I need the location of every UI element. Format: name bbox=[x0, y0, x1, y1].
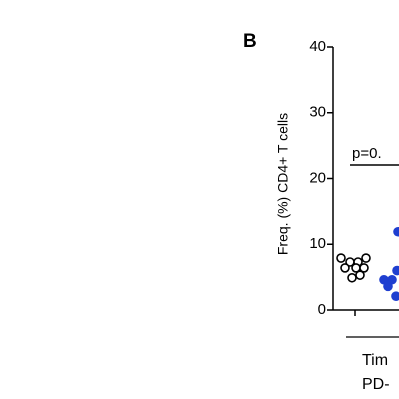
dot bbox=[355, 270, 365, 280]
y-axis-title: Freq. (%) CD4+ T cells bbox=[275, 113, 291, 255]
y-tick-label: 0 bbox=[318, 301, 326, 318]
dot bbox=[393, 226, 399, 237]
dot bbox=[383, 281, 393, 292]
dot bbox=[391, 291, 399, 301]
y-tick-label: 10 bbox=[309, 235, 326, 252]
dot bbox=[361, 253, 371, 263]
p-value: p=0. bbox=[352, 145, 382, 162]
dot bbox=[340, 263, 350, 273]
dot bbox=[336, 253, 346, 263]
x-label: Tim bbox=[362, 352, 388, 369]
dot bbox=[347, 272, 357, 283]
dot bbox=[359, 263, 369, 273]
x-label: PD- bbox=[362, 376, 390, 393]
y-tick-label: 30 bbox=[309, 104, 326, 121]
panel-label: B bbox=[243, 31, 257, 52]
y-tick-label: 40 bbox=[309, 38, 326, 55]
dot bbox=[392, 265, 399, 276]
y-tick-label: 20 bbox=[309, 169, 326, 186]
